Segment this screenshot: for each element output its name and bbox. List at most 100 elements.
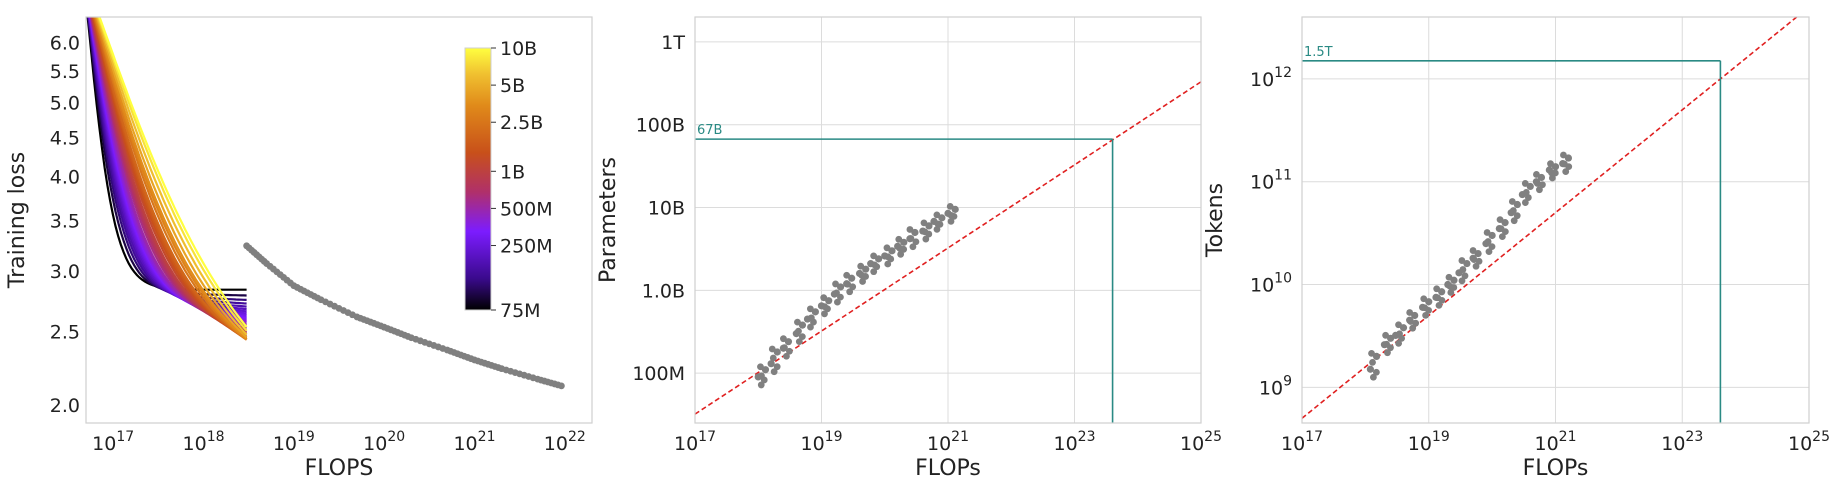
scatter-point: [1421, 304, 1429, 312]
scatter-point: [833, 289, 840, 297]
x-tick-label: 1025: [1180, 429, 1222, 455]
scatter-point: [1521, 199, 1529, 206]
annotation-label: 67B: [697, 123, 722, 138]
y-tick-label: 1010: [1250, 271, 1292, 297]
scatter-point: [1447, 289, 1455, 296]
scatter-point: [947, 217, 955, 225]
scatter-point: [1469, 247, 1477, 254]
scatter-point: [781, 344, 788, 352]
scatter-point: [1483, 229, 1491, 236]
envelope-point: [558, 382, 565, 390]
panel-training-loss: 1017 1018 1019 1020 1021 1022 2.0 2.5 3.0 3.5 4.0…: [5, 16, 593, 481]
scatter-point: [921, 228, 929, 236]
plot-frame: [694, 16, 1202, 424]
scatter-point: [836, 283, 845, 291]
colorbar-labels: 10B 5B 2.5B 1B 500M 250M 75M: [491, 38, 553, 322]
scatter-point: [884, 260, 892, 268]
y-tick-label: 1.0B: [642, 280, 685, 302]
scatter-point: [1433, 285, 1441, 293]
scatter-point: [1399, 324, 1408, 332]
x-tick-label: 1021: [453, 429, 495, 455]
scatter-point: [912, 238, 920, 246]
y-tick-label: 2.0: [50, 395, 80, 417]
scatter-point: [1472, 262, 1480, 270]
scatter-point: [825, 297, 833, 305]
scatter-point: [934, 220, 942, 228]
colorbar-label: 1B: [500, 161, 525, 183]
scatter-point: [1488, 243, 1496, 251]
scatter-point: [1384, 349, 1391, 357]
scatter-point: [1434, 294, 1442, 302]
scatter-point: [1372, 368, 1380, 376]
scatter-point: [1435, 301, 1443, 309]
x-tick-label: 1021: [1534, 429, 1576, 455]
scatter-point: [768, 345, 776, 353]
scatter-point: [870, 252, 878, 260]
x-axis-label: FLOPs: [1523, 456, 1589, 481]
scatter-point: [784, 338, 793, 346]
scatter-point: [1551, 163, 1560, 171]
scatter-point: [757, 363, 764, 371]
x-tick-labels: 1017 1019 1021 1023 1025: [1281, 429, 1830, 455]
scatter-point: [858, 271, 866, 279]
scatter-point: [767, 360, 775, 368]
scatter-point: [811, 308, 819, 316]
scatter-point: [773, 348, 781, 356]
scatter-point: [888, 247, 896, 255]
y-axis-label: Parameters: [596, 157, 621, 283]
scatter-point: [1485, 248, 1493, 256]
scatter-point: [1420, 295, 1428, 303]
scatter-point: [1369, 358, 1376, 366]
scatter-point: [1508, 198, 1516, 205]
loss-curves: [86, 17, 248, 341]
scatter-point: [1496, 216, 1504, 224]
x-tick-label: 1025: [1788, 429, 1830, 455]
y-tick-label: 4.0: [50, 166, 80, 188]
scatter-point: [884, 253, 892, 261]
scatter-point: [1521, 180, 1529, 187]
scatter-point: [1526, 182, 1534, 191]
scatter-point: [862, 265, 870, 273]
scatter-point: [783, 352, 790, 360]
scatter-point: [883, 244, 891, 252]
scatter-point: [1445, 273, 1453, 281]
x-tick-label: 1018: [183, 429, 225, 455]
colorbar-label: 10B: [500, 38, 537, 60]
colorbar-label: 250M: [500, 236, 553, 258]
scatter-point: [1537, 173, 1546, 182]
scatter-point: [1536, 186, 1543, 194]
scatter-point: [1407, 318, 1415, 325]
x-tick-label: 1023: [1053, 429, 1095, 455]
y-tick-label: 109: [1259, 373, 1292, 399]
scatter-point: [848, 274, 856, 282]
x-axis-label: FLOPs: [915, 456, 981, 481]
scatter-point: [900, 238, 908, 246]
y-tick-label: 100M: [632, 363, 685, 385]
scatter-point: [911, 228, 919, 237]
scatter-point: [821, 303, 829, 311]
scatter-point: [859, 278, 866, 285]
x-tick-labels: 1017 1019 1021 1023 1025: [674, 429, 1222, 455]
loss-curve: [97, 17, 248, 332]
scatter-point: [1560, 151, 1567, 159]
annotation-label: 1.5T: [1304, 45, 1333, 60]
scatter-point: [798, 321, 807, 329]
scatter-point: [1396, 330, 1403, 338]
colorbar-label: 500M: [500, 198, 553, 220]
scatter-point: [951, 205, 959, 213]
scatter-point: [1422, 311, 1430, 319]
scatter-point: [1533, 171, 1540, 178]
scatter-point: [1425, 298, 1433, 306]
grid-lines: [1301, 17, 1810, 423]
scatter-point: [780, 335, 787, 343]
scatter-point: [1409, 324, 1417, 332]
scatter-point: [1366, 365, 1374, 373]
scatter-point: [1524, 194, 1532, 201]
scatter-point: [794, 318, 801, 326]
scatter-point: [757, 381, 765, 389]
scatter-point: [807, 314, 815, 322]
colorbar-label: 5B: [500, 75, 525, 97]
scatter-point: [843, 271, 851, 279]
scatter-point: [820, 294, 828, 302]
scatter-point: [946, 202, 954, 210]
